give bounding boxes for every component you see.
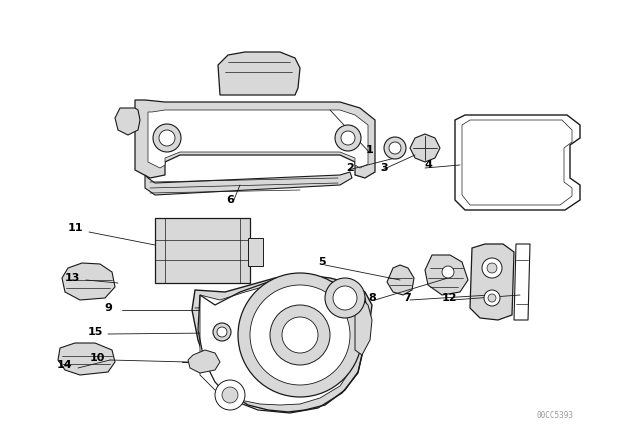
Polygon shape xyxy=(455,115,580,210)
Polygon shape xyxy=(218,52,300,95)
Text: 3: 3 xyxy=(380,163,388,173)
Text: 7: 7 xyxy=(403,293,411,303)
Polygon shape xyxy=(514,244,530,320)
Polygon shape xyxy=(200,282,358,405)
Circle shape xyxy=(282,317,318,353)
Text: 2: 2 xyxy=(346,163,354,173)
Text: 1: 1 xyxy=(366,145,374,155)
Polygon shape xyxy=(462,120,572,205)
Text: 14: 14 xyxy=(57,360,73,370)
Circle shape xyxy=(270,305,330,365)
Polygon shape xyxy=(470,244,514,320)
Text: 6: 6 xyxy=(226,195,234,205)
Polygon shape xyxy=(62,263,115,300)
Text: 13: 13 xyxy=(64,273,80,283)
Polygon shape xyxy=(350,295,372,355)
Circle shape xyxy=(217,327,227,337)
Circle shape xyxy=(341,131,355,145)
Text: 5: 5 xyxy=(318,257,326,267)
Circle shape xyxy=(482,258,502,278)
Circle shape xyxy=(333,286,357,310)
Text: 00CC5393: 00CC5393 xyxy=(536,410,573,419)
Polygon shape xyxy=(58,343,115,375)
Bar xyxy=(248,238,263,266)
Polygon shape xyxy=(135,100,375,178)
Circle shape xyxy=(215,380,245,410)
Circle shape xyxy=(325,278,365,318)
Text: 15: 15 xyxy=(87,327,102,337)
Text: 9: 9 xyxy=(104,303,112,313)
Circle shape xyxy=(213,323,231,341)
Polygon shape xyxy=(387,265,414,295)
Text: 12: 12 xyxy=(441,293,457,303)
Text: 10: 10 xyxy=(90,353,105,363)
Polygon shape xyxy=(115,108,140,135)
Bar xyxy=(155,218,250,283)
Circle shape xyxy=(487,263,497,273)
Polygon shape xyxy=(410,134,440,162)
Circle shape xyxy=(384,137,406,159)
Circle shape xyxy=(389,142,401,154)
Circle shape xyxy=(484,290,500,306)
Circle shape xyxy=(238,273,362,397)
Circle shape xyxy=(250,285,350,385)
Text: 4: 4 xyxy=(424,160,432,170)
Circle shape xyxy=(442,266,454,278)
Polygon shape xyxy=(192,275,372,412)
Circle shape xyxy=(488,294,496,302)
Circle shape xyxy=(159,130,175,146)
Polygon shape xyxy=(145,172,352,195)
Circle shape xyxy=(153,124,181,152)
Circle shape xyxy=(335,125,361,151)
Polygon shape xyxy=(148,110,368,168)
Polygon shape xyxy=(188,350,220,373)
Text: 11: 11 xyxy=(67,223,83,233)
Circle shape xyxy=(222,387,238,403)
Text: 8: 8 xyxy=(368,293,376,303)
Polygon shape xyxy=(425,255,468,295)
